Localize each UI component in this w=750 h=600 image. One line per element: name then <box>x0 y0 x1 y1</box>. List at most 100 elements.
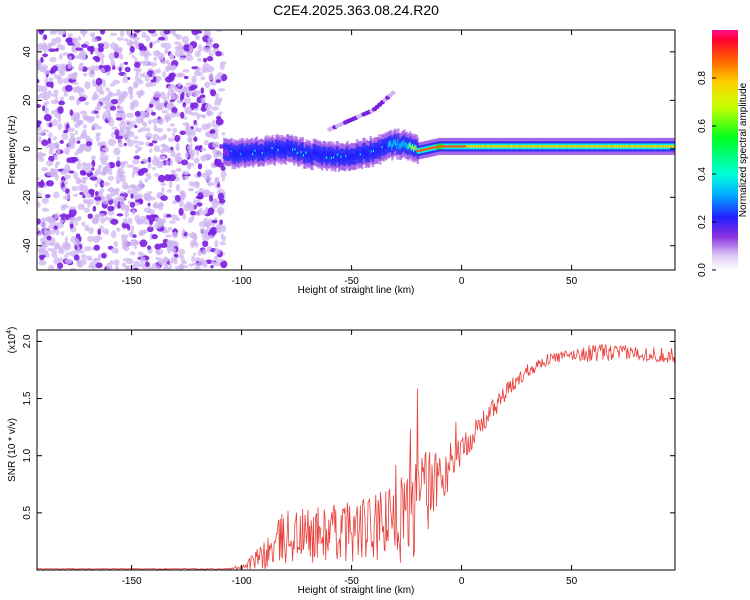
noise-point <box>63 243 72 251</box>
noise-point <box>191 239 198 246</box>
noise-point <box>203 31 212 37</box>
noise-point <box>181 91 185 100</box>
track-peak <box>617 145 620 148</box>
noise-point <box>211 132 219 140</box>
track-peak <box>588 145 591 148</box>
noise-point <box>49 142 56 151</box>
track-peak <box>665 145 669 148</box>
track-peak <box>517 145 520 148</box>
track-peak <box>456 145 459 148</box>
track-peak <box>509 145 512 148</box>
y-tick-label: 0 <box>22 146 33 152</box>
noise-point <box>58 246 63 252</box>
track-peak <box>668 145 671 148</box>
track-core <box>241 148 244 154</box>
track-peak <box>300 150 303 154</box>
noise-point <box>123 61 129 65</box>
noise-point <box>86 255 92 260</box>
noise-point <box>41 197 49 205</box>
noise-point <box>167 227 173 231</box>
track-core <box>377 144 381 151</box>
noise-point <box>40 220 47 229</box>
noise-point <box>147 30 156 34</box>
track-peak <box>593 145 596 148</box>
noise-point <box>72 81 79 85</box>
noise-point <box>48 264 55 270</box>
noise-point <box>147 226 154 233</box>
noise-point <box>48 132 53 139</box>
track-peak <box>484 145 487 148</box>
noise-point <box>94 196 102 201</box>
snr-frame <box>36 329 676 571</box>
noise-point <box>197 171 202 177</box>
noise-point <box>145 107 151 112</box>
noise-point <box>41 129 50 133</box>
signal-track <box>223 128 675 172</box>
track-peak <box>673 145 675 148</box>
noise-point <box>77 203 86 210</box>
noise-point <box>214 101 222 106</box>
track-peak <box>444 145 447 148</box>
noise-point <box>147 191 153 195</box>
x-tick-label: 50 <box>566 276 578 287</box>
noise-point <box>100 58 104 66</box>
track-peak <box>625 145 629 148</box>
noise-point <box>149 148 153 153</box>
noise-point <box>43 114 52 122</box>
noise-point <box>120 234 129 239</box>
track-peak <box>415 146 418 150</box>
noise-point <box>99 225 104 230</box>
track-core <box>233 153 237 159</box>
noise-point <box>218 111 223 115</box>
noise-point <box>149 81 157 87</box>
noise-point <box>60 231 65 236</box>
noise-point <box>169 52 174 59</box>
noise-point <box>170 247 177 253</box>
track-core <box>285 144 289 151</box>
noise-point <box>214 248 221 255</box>
noise-point <box>177 254 185 259</box>
track-peak <box>461 145 464 148</box>
noise-point <box>113 188 119 195</box>
noise-point <box>54 242 60 249</box>
noise-point <box>87 45 92 52</box>
noise-point <box>147 245 152 250</box>
noise-point <box>95 132 102 137</box>
noise-point <box>73 171 78 179</box>
noise-point <box>182 86 187 92</box>
noise-point <box>74 122 80 129</box>
noise-point <box>157 136 165 141</box>
track-core <box>256 150 260 157</box>
noise-point <box>182 170 190 175</box>
noise-point <box>58 100 65 106</box>
track-peak <box>605 145 608 148</box>
noise-point <box>38 181 45 188</box>
track-peak <box>560 145 563 148</box>
track-peak <box>419 149 422 152</box>
noise-point <box>215 92 219 101</box>
track-peak <box>446 145 449 148</box>
noise-point <box>104 95 111 100</box>
snr-x-label: Height of straight line (km) <box>298 585 415 596</box>
noise-point <box>211 119 216 128</box>
noise-point <box>111 126 118 130</box>
noise-point <box>181 35 190 44</box>
noise-point <box>57 115 62 123</box>
y-tick-label: -40 <box>22 238 33 253</box>
noise-point <box>123 38 129 42</box>
noise-point <box>158 118 164 125</box>
noise-point <box>37 95 41 99</box>
noise-point <box>146 173 152 180</box>
noise-point <box>91 217 100 224</box>
noise-point <box>172 241 180 247</box>
track-peak <box>648 145 652 148</box>
noise-point <box>148 142 154 147</box>
track-peak <box>609 145 612 148</box>
track-peak <box>508 145 511 148</box>
noise-point <box>115 135 123 140</box>
noise-point <box>134 124 138 129</box>
noise-point <box>79 50 87 58</box>
noise-point <box>159 243 168 248</box>
noise-point <box>116 37 124 41</box>
noise-point <box>116 169 122 178</box>
